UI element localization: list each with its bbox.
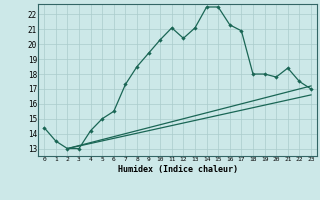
X-axis label: Humidex (Indice chaleur): Humidex (Indice chaleur) — [118, 165, 238, 174]
